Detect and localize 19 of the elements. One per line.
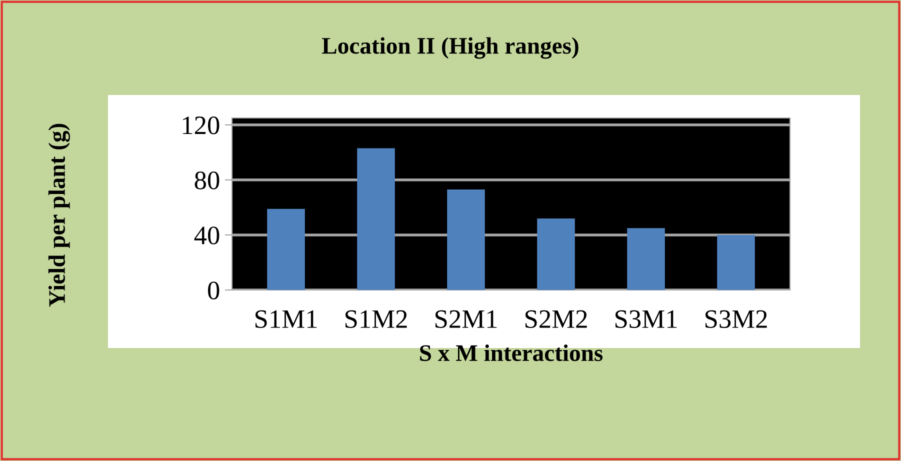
- bar: [357, 148, 395, 290]
- bar: [447, 190, 485, 290]
- x-axis-title: S x M interactions: [420, 344, 603, 362]
- x-tick-label: S2M2: [526, 310, 587, 328]
- y-tick-label: 0: [208, 282, 220, 300]
- y-tick-label: 120: [182, 116, 220, 134]
- y-tick-label: 80: [194, 172, 220, 190]
- bar: [717, 234, 755, 290]
- y-axis-title: Yield per plant (g): [48, 124, 70, 307]
- bar: [267, 208, 305, 290]
- x-tick-label: S1M1: [256, 310, 317, 328]
- bar: [537, 218, 575, 290]
- chart-title: Location II (High ranges): [322, 37, 578, 59]
- y-tick-label: 40: [194, 226, 220, 244]
- bar: [627, 228, 665, 290]
- x-tick-label: S3M1: [616, 310, 677, 328]
- x-tick-label: S3M2: [706, 310, 767, 328]
- x-tick-label: S2M1: [436, 310, 497, 328]
- x-tick-label: S1M2: [346, 310, 407, 328]
